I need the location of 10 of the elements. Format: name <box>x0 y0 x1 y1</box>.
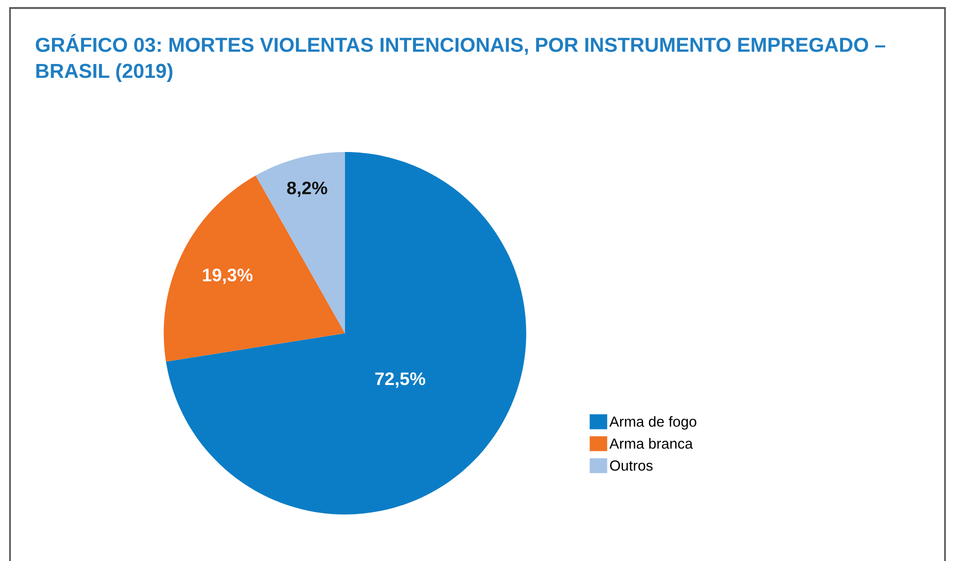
data-label: 19,3% <box>202 268 253 284</box>
data-label: 8,2% <box>287 182 328 197</box>
pie-slice <box>164 176 345 362</box>
legend-label: Outros <box>610 460 653 471</box>
pie-slice <box>256 152 345 334</box>
legend-label: Arma branca <box>609 438 693 449</box>
data-label: 72,5% <box>375 372 426 388</box>
legend-label: Arma de fogo <box>609 416 696 430</box>
pie-slice <box>166 152 526 514</box>
chart-title: GRÁFICO 03: MORTES VIOLENTAS INTENCIONAIS, POR INSTRUMENTO EMPREGADO – BRASIL (2019) <box>36 34 886 82</box>
